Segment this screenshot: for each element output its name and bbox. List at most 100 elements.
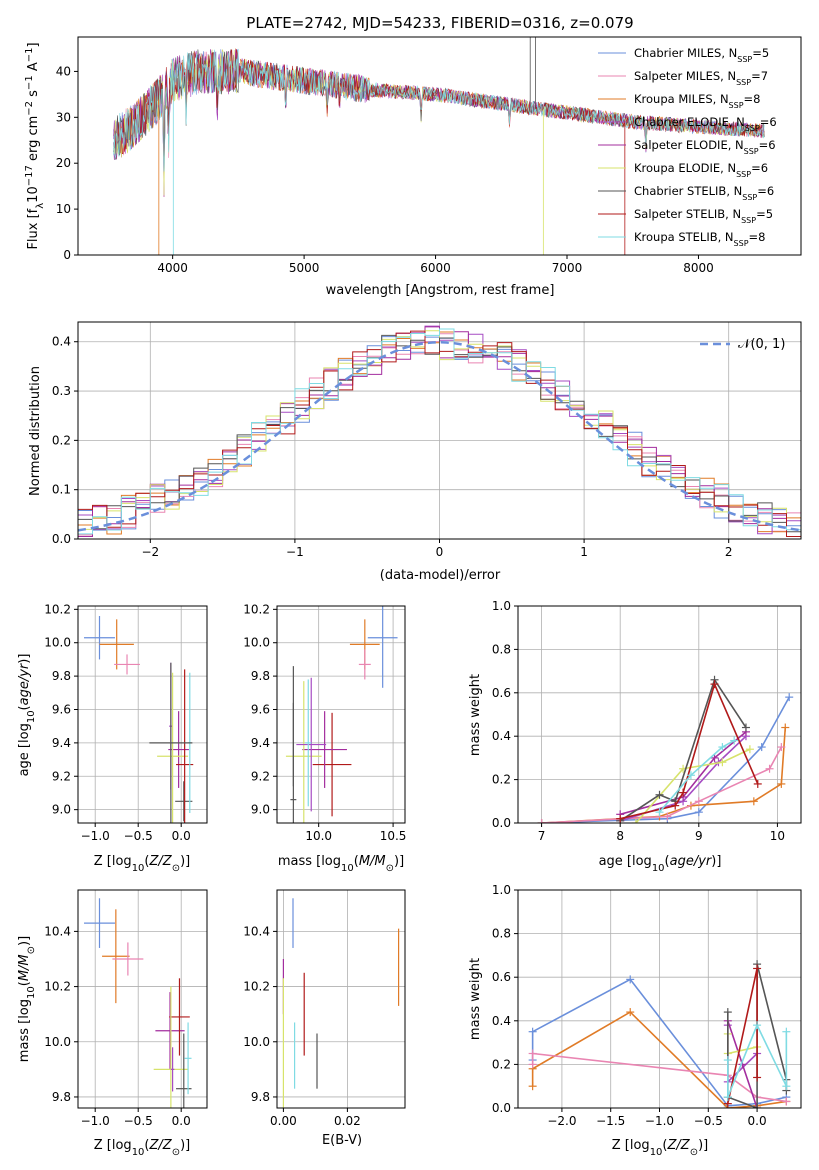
y-tick-label: 1.0 — [492, 883, 511, 897]
y-tick-label: 0.2 — [492, 773, 511, 787]
axes-frame — [517, 605, 802, 824]
plot-area — [537, 675, 794, 823]
label-part: age/yr — [17, 662, 32, 705]
zmass-xlabel: Z [log10(Z/Z⊙)] — [94, 1138, 191, 1158]
y-tick-label: 10 — [56, 202, 71, 216]
legend-count: =6 — [757, 184, 774, 198]
legend-sub: SSP — [741, 216, 756, 225]
series-line — [620, 681, 759, 820]
label-part: 10 — [341, 863, 354, 874]
legend-label: Chabrier STELIB, NSSP=6 — [634, 184, 774, 202]
x-tick-label: 0.00 — [270, 1114, 297, 1128]
legend-count: =5 — [752, 46, 769, 60]
z-vs-mass-weight-panel: −2.0 −1.5 −1.0 −0.5 0.0 0.0 0.2 0.4 0.6 0.8 1.0 Z [… — [492, 883, 802, 1158]
legend-sub: SSP — [745, 124, 760, 133]
legend-sub: SSP — [744, 147, 759, 156]
label-part: Z/Z — [667, 1138, 691, 1153]
legend-sub: SSP — [742, 193, 757, 202]
label-part: 10 — [26, 986, 37, 999]
y-tick-label: 10.2 — [44, 980, 71, 994]
x-tick-label: 10.5 — [380, 829, 407, 843]
label-part: ( — [144, 1138, 149, 1153]
massage-xlabel: mass [log10(M/M⊙)] — [278, 854, 404, 874]
plot-area — [113, 37, 765, 255]
legend-count: =8 — [744, 92, 761, 106]
label-part: )] — [17, 654, 32, 664]
y-tick-label: 0.8 — [492, 642, 511, 656]
axes-frame — [77, 36, 802, 256]
y-tick-label: 9.2 — [52, 769, 71, 783]
legend-count: =6 — [760, 115, 777, 129]
plot-area — [84, 616, 194, 823]
legend-label: Salpeter ELODIE, NSSP=6 — [634, 138, 776, 156]
x-tick-label: −1.0 — [645, 1114, 674, 1128]
x-tick-label: 2 — [725, 545, 733, 559]
label-part: −1 — [24, 48, 35, 63]
y-tick-label: 0.0 — [492, 816, 511, 830]
y-tick-label: 10.4 — [243, 924, 270, 938]
y-tick-label: 0.2 — [492, 1057, 511, 1071]
legend-model: Chabrier ELODIE, N — [634, 115, 745, 129]
y-tick-label: 0.0 — [492, 1101, 511, 1115]
x-tick-label: 0.0 — [172, 829, 191, 843]
x-tick-label: −1 — [286, 545, 304, 559]
label-part: ( — [354, 854, 359, 869]
label-part: )] — [180, 854, 190, 869]
label-part: 10 — [132, 1147, 145, 1158]
label-part: ( — [662, 1138, 667, 1153]
y-tick-label: 1.0 — [492, 599, 511, 613]
label-part: Z [log — [94, 1138, 132, 1153]
y-tick-label: 0.1 — [52, 483, 71, 497]
label-part: ⊙ — [690, 1147, 698, 1158]
series-line — [531, 978, 787, 1107]
legend-model: Kroupa STELIB, N — [634, 230, 734, 244]
legend-model: Kroupa MILES, N — [634, 92, 729, 106]
legend-count: =6 — [751, 161, 768, 175]
legend-label: Salpeter STELIB, NSSP=5 — [634, 207, 773, 225]
label-part: )] — [698, 1138, 708, 1153]
label-part: 10 — [650, 1147, 663, 1158]
spectrum-ylabel: Flux [fλ10−17 erg cm−2 s−1 A−1] — [24, 42, 46, 249]
label-part: mass [log — [278, 854, 341, 869]
legend-sub: SSP — [729, 101, 744, 110]
legend-label: Chabrier MILES, NSSP=5 — [634, 46, 769, 64]
zmw-xlabel: Z [log10(Z/Z⊙)] — [612, 1138, 709, 1158]
x-tick-label: −0.5 — [694, 1114, 723, 1128]
label-part: ( — [17, 705, 32, 710]
label-part: ⊙ — [26, 946, 37, 954]
x-tick-label: 8 — [616, 829, 624, 843]
legend-label: Chabrier ELODIE, NSSP=6 — [634, 115, 777, 133]
legend-count: =6 — [759, 138, 776, 152]
plot-area — [528, 960, 791, 1108]
y-tick-label: 0.4 — [492, 729, 511, 743]
x-tick-label: 5000 — [289, 261, 320, 275]
y-tick-label: 20 — [56, 156, 71, 170]
zmw-ylabel: mass weight — [468, 958, 483, 1040]
ebv-vs-mass-panel: 0.00 0.02 9.8 10.0 10.2 10.4 — [243, 889, 406, 1128]
series-line — [658, 739, 735, 813]
label-part: −17 — [24, 165, 35, 186]
x-tick-label: 7000 — [552, 261, 583, 275]
legend-model: Salpeter STELIB, N — [634, 207, 741, 221]
y-tick-label: 0.8 — [492, 927, 511, 941]
residuals-panel: −2 −1 0 1 2 0.0 0.1 0.2 0.3 0.4 𝒩(0, 1) — [52, 321, 802, 559]
x-tick-label: −1.0 — [81, 829, 110, 843]
y-tick-label: 9.2 — [251, 769, 270, 783]
x-tick-label: 4000 — [157, 261, 188, 275]
y-tick-label: 0.4 — [52, 335, 71, 349]
x-tick-label: 10.0 — [305, 829, 332, 843]
label-part: 10 — [26, 186, 41, 203]
y-tick-label: 9.8 — [251, 1090, 270, 1104]
x-tick-label: −0.5 — [124, 829, 153, 843]
y-tick-label: 0.2 — [52, 433, 71, 447]
y-tick-label: 9.0 — [251, 803, 270, 817]
legend-sub: SSP — [734, 239, 749, 248]
y-tick-label: 0.3 — [52, 384, 71, 398]
label-part: Z [log — [94, 854, 132, 869]
x-tick-label: 0.0 — [748, 1114, 767, 1128]
y-tick-label: 10.0 — [243, 636, 270, 650]
spectrum-xlabel: wavelength [Angstrom, rest frame] — [326, 283, 555, 298]
legend-sub: SSP — [736, 170, 751, 179]
residuals-xlabel: (data-model)/error — [380, 568, 501, 583]
